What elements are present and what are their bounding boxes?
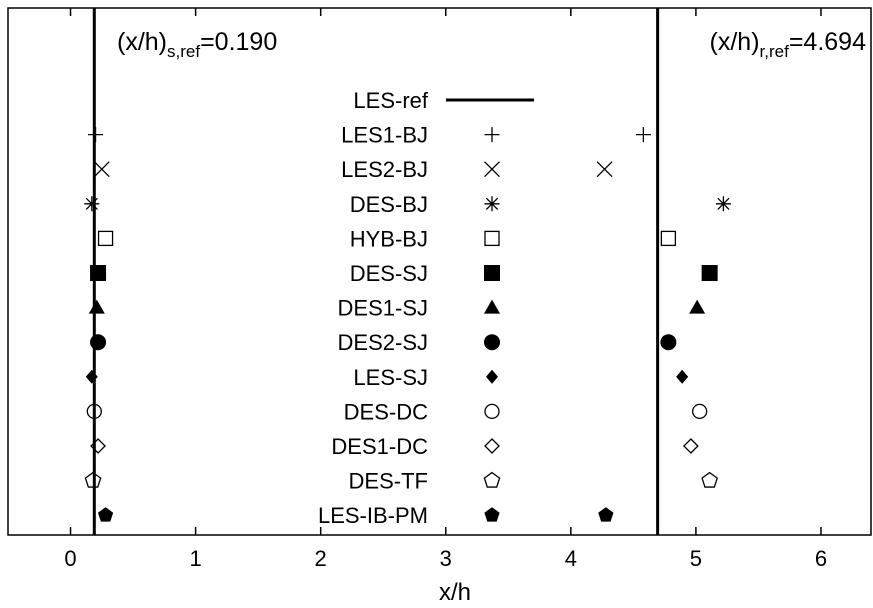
legend-marker-des-sj xyxy=(484,265,500,281)
point-reattachment-des-bj xyxy=(715,196,731,212)
ref-annotation-main: (x/h) xyxy=(117,28,167,56)
point-reattachment-les2-bj xyxy=(596,161,613,178)
ref-annotation-value: =4.694 xyxy=(789,28,866,56)
point-separation-les2-bj xyxy=(93,161,110,178)
legend-label-les-ib-pm: LES-IB-PM xyxy=(318,503,428,528)
point-reattachment-des-sj xyxy=(701,265,718,281)
legend-marker-des-tf xyxy=(483,471,501,488)
plot-frame xyxy=(7,7,872,536)
point-separation-les-ib-pm xyxy=(97,507,114,522)
legend-marker-des-dc xyxy=(484,403,500,420)
legend-marker-des1-sj xyxy=(484,299,500,314)
reference-lines: (x/h)s,ref=0.190 (x/h)r,ref=4.694 xyxy=(92,8,867,535)
point-reattachment-les1-bj xyxy=(635,127,651,143)
legend-label-les1-bj: LES1-BJ xyxy=(341,123,428,148)
point-reattachment-hyb-bj xyxy=(660,230,677,247)
ref-annotation-sub: r,ref xyxy=(760,42,790,61)
legend-label-hyb-bj: HYB-BJ xyxy=(350,226,428,251)
legend-label-des1-dc: DES1-DC xyxy=(331,434,428,459)
legend-label-des1-sj: DES1-SJ xyxy=(338,296,428,321)
point-reattachment-des-dc xyxy=(692,403,708,420)
point-separation-des-dc xyxy=(86,403,102,420)
legend-label-des-tf: DES-TF xyxy=(349,469,428,494)
point-separation-des1-sj xyxy=(88,299,105,314)
x-axis-label: x/h xyxy=(439,579,471,606)
ref-annotation-separation: (x/h)s,ref=0.190 xyxy=(117,28,277,61)
legend-label-les2-bj: LES2-BJ xyxy=(341,157,428,182)
x-tick-label-1: 1 xyxy=(189,546,201,571)
legend-label-des-sj: DES-SJ xyxy=(350,261,428,286)
point-reattachment-des2-sj xyxy=(660,334,677,351)
point-reattachment-des1-sj xyxy=(689,299,706,314)
legend-label-les-ref: LES-ref xyxy=(353,88,428,113)
x-tick-label-3: 3 xyxy=(440,546,452,571)
x-tick-label-0: 0 xyxy=(64,546,76,571)
legend-marker-hyb-bj xyxy=(484,230,500,247)
x-tick-label-4: 4 xyxy=(565,546,577,571)
point-separation-les-sj xyxy=(85,369,98,384)
x-axis: 0 1 2 3 4 5 6 xyxy=(64,8,827,571)
point-separation-des1-dc xyxy=(90,438,106,454)
legend-marker-des-bj xyxy=(484,196,500,212)
point-separation-des-bj xyxy=(84,196,100,212)
ref-annotation-sub: s,ref xyxy=(167,42,200,61)
point-reattachment-des-tf xyxy=(701,471,719,488)
point-reattachment-les-sj xyxy=(676,369,689,384)
legend-marker-les-sj xyxy=(486,369,498,384)
legend-marker-les-ib-pm xyxy=(484,507,500,522)
point-separation-hyb-bj xyxy=(97,230,114,247)
legend: LES-ref LES1-BJ LES2-BJ DES-BJ HYB-BJ DES-SJ D… xyxy=(318,88,534,528)
ref-annotation-main: (x/h) xyxy=(710,28,760,56)
ref-annotation-value: =0.190 xyxy=(200,28,277,56)
data-points xyxy=(84,127,731,522)
ref-annotation-reattachment: (x/h)r,ref=4.694 xyxy=(710,28,867,61)
x-tick-label-2: 2 xyxy=(315,546,327,571)
point-separation-des-sj xyxy=(90,265,107,281)
x-tick-label-5: 5 xyxy=(690,546,702,571)
legend-label-des2-sj: DES2-SJ xyxy=(338,330,428,355)
point-separation-des2-sj xyxy=(90,334,107,351)
legend-marker-des2-sj xyxy=(484,334,500,351)
legend-marker-les1-bj xyxy=(484,127,500,143)
legend-label-des-bj: DES-BJ xyxy=(350,192,428,217)
legend-label-les-sj: LES-SJ xyxy=(353,365,428,390)
legend-label-des-dc: DES-DC xyxy=(344,399,428,424)
legend-marker-les2-bj xyxy=(484,161,500,178)
point-separation-les1-bj xyxy=(88,127,104,143)
point-reattachment-les-ib-pm xyxy=(598,507,614,522)
legend-marker-des1-dc xyxy=(484,438,500,454)
point-separation-des-tf xyxy=(84,471,102,488)
x-tick-label-6: 6 xyxy=(815,546,827,571)
point-reattachment-des1-dc xyxy=(682,438,699,454)
